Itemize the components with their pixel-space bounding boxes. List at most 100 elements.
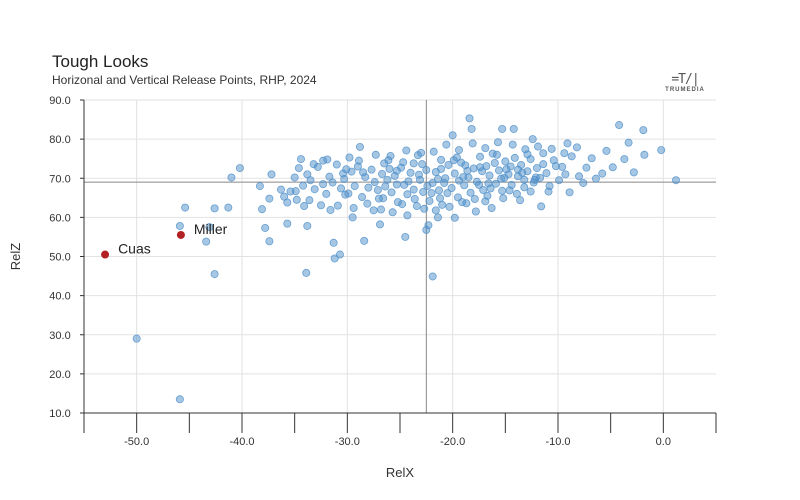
x-tick-label: -50.0	[124, 436, 149, 448]
y-tick-label: 70.0	[49, 173, 70, 185]
data-point	[530, 175, 539, 184]
data-point	[493, 138, 502, 147]
data-point	[265, 237, 274, 246]
data-point	[402, 146, 411, 155]
data-point	[542, 169, 551, 178]
data-point	[450, 213, 459, 222]
data-point	[454, 176, 463, 185]
data-point	[335, 250, 344, 259]
data-point	[333, 201, 342, 210]
data-point	[377, 205, 386, 214]
data-point	[205, 223, 214, 232]
highlighted-point	[176, 230, 185, 239]
x-tick-label: -40.0	[229, 436, 254, 448]
data-point	[565, 188, 574, 197]
data-point	[371, 150, 380, 159]
data-point	[434, 186, 443, 195]
data-point	[507, 180, 516, 189]
data-point	[367, 165, 376, 174]
data-point	[202, 237, 211, 246]
data-point	[291, 187, 300, 196]
data-point	[261, 223, 270, 232]
data-point	[602, 146, 611, 155]
data-point	[305, 196, 314, 205]
data-point	[485, 171, 494, 180]
data-point	[401, 232, 410, 241]
data-point	[175, 221, 184, 230]
data-point	[537, 202, 546, 211]
data-point	[575, 172, 584, 181]
data-point	[359, 168, 368, 177]
y-tick-label: 20.0	[49, 369, 70, 381]
data-point	[518, 168, 527, 177]
data-point	[329, 238, 338, 247]
x-tick-label: -30.0	[335, 436, 360, 448]
data-point	[547, 144, 556, 153]
data-point	[423, 182, 432, 191]
data-point	[436, 194, 445, 203]
data-point	[448, 131, 457, 140]
data-point	[388, 208, 397, 217]
data-point	[328, 178, 337, 187]
data-point	[497, 174, 506, 183]
data-point	[481, 144, 490, 153]
data-point	[364, 183, 373, 192]
data-point	[302, 268, 311, 277]
data-point	[483, 191, 492, 200]
data-point	[508, 140, 517, 149]
data-point	[582, 163, 591, 172]
data-point	[465, 114, 474, 123]
axes: 10.0 20.0 30.0 40.0 50.0 60.0 70.0 80.0 90.0 -50.…	[49, 95, 717, 448]
data-point	[479, 185, 488, 194]
data-point	[410, 194, 419, 203]
data-point	[427, 189, 436, 198]
data-point	[403, 211, 412, 220]
data-point	[482, 162, 491, 171]
data-point	[403, 190, 412, 199]
data-point	[360, 236, 369, 245]
data-point	[486, 184, 495, 193]
data-point	[342, 165, 351, 174]
data-point	[313, 162, 322, 171]
data-point	[227, 173, 236, 182]
data-point	[499, 194, 508, 203]
data-point	[428, 272, 437, 281]
data-point	[587, 154, 596, 163]
data-point	[533, 142, 542, 151]
data-point	[319, 180, 328, 189]
data-point	[354, 156, 363, 165]
data-point	[624, 138, 633, 147]
data-point	[438, 200, 447, 209]
data-point	[458, 198, 467, 207]
data-point	[498, 186, 507, 195]
data-point	[399, 158, 408, 167]
data-point	[381, 182, 390, 191]
data-point	[425, 196, 434, 205]
data-point	[422, 166, 431, 175]
data-point	[471, 207, 480, 216]
data-point	[373, 185, 382, 194]
data-point	[491, 179, 500, 188]
data-point	[431, 206, 440, 215]
data-point	[418, 160, 427, 169]
data-point	[322, 189, 331, 198]
data-points	[132, 114, 680, 404]
data-point	[420, 204, 429, 213]
data-point	[414, 170, 423, 179]
data-point	[409, 159, 418, 168]
data-point	[567, 152, 576, 161]
data-point	[509, 124, 518, 133]
data-point	[510, 153, 519, 162]
highlighted-points: Cuas Miller	[101, 221, 228, 259]
logo-mark-icon: =T/|	[671, 72, 699, 87]
data-point	[488, 149, 497, 158]
data-point	[316, 201, 325, 210]
data-point	[444, 160, 453, 169]
data-point	[437, 164, 446, 173]
grid	[84, 99, 716, 414]
data-point	[406, 168, 415, 177]
highlighted-point	[101, 250, 110, 259]
data-point	[387, 188, 396, 197]
data-point	[560, 149, 569, 158]
data-point	[433, 213, 442, 222]
